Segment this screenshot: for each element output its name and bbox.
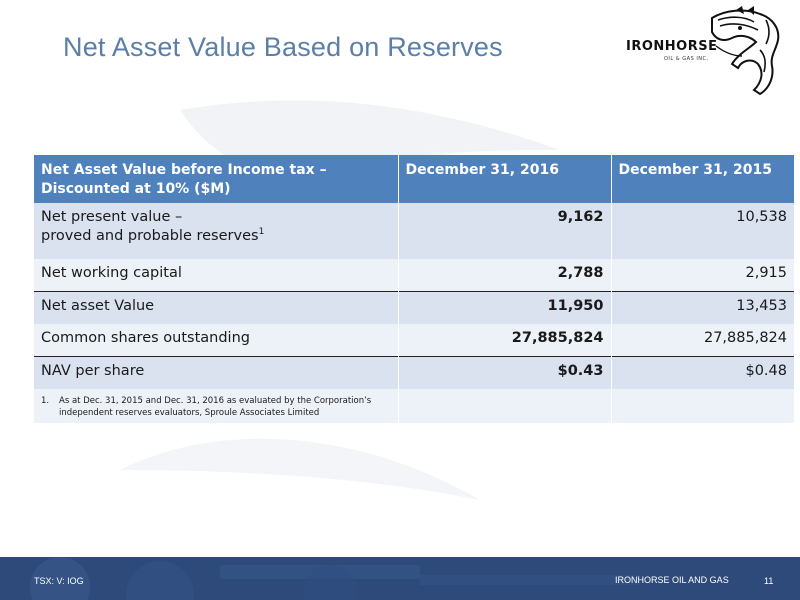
value-2016: 2,788 [398,259,612,292]
nav-table: Net Asset Value before Income tax – Disc… [34,155,794,423]
table-row: Common shares outstanding 27,885,824 27,… [34,324,794,357]
ironhorse-logo: IRONHORSE OIL & GAS INC. [620,6,792,100]
table-row: Net working capital 2,788 2,915 [34,259,794,292]
page-number: 11 [764,576,774,586]
row-label-line2: proved and probable reserves [41,228,259,244]
footer-company: IRONHORSE OIL AND GAS [615,575,729,585]
row-label: Common shares outstanding [34,324,399,357]
table-row: Net present value – proved and probable … [34,203,794,259]
header-2016: December 31, 2016 [398,155,612,203]
table-header-row: Net Asset Value before Income tax – Disc… [34,155,794,203]
value-2016: $0.43 [398,356,612,389]
row-label: Net asset Value [34,291,399,324]
horse-head-icon [711,6,780,96]
value-2016: 11,950 [398,291,612,324]
value-2016: 27,885,824 [398,324,612,357]
footer-bar: TSX: V: IOG IRONHORSE OIL AND GAS 11 [0,557,800,600]
footnote: 1. As at Dec. 31, 2015 and Dec. 31, 2016 … [34,389,399,423]
row-label: NAV per share [34,356,399,389]
footnote-marker: 1 [258,227,265,238]
footnote-number: 1. [41,396,50,406]
table-row: NAV per share $0.43 $0.48 [34,356,794,389]
table-row: Net asset Value 11,950 13,453 [34,291,794,324]
header-2015: December 31, 2015 [611,155,794,203]
value-2015: 27,885,824 [611,324,794,357]
value-2015: 10,538 [611,203,794,259]
slide-title: Net Asset Value Based on Reserves [63,32,503,62]
footnote-text: As at Dec. 31, 2015 and Dec. 31, 2016 as… [59,396,372,418]
value-2015: $0.48 [611,356,794,389]
row-label-line1: Net present value – [41,209,183,225]
footnote-empty-cell [611,389,794,423]
pipeline-background-icon [0,557,800,600]
footer-ticker: TSX: V: IOG [34,576,84,586]
logo-tagline: OIL & GAS INC. [664,56,709,62]
header-metric: Net Asset Value before Income tax – Disc… [34,155,399,203]
footnote-empty-cell [398,389,612,423]
logo-wordmark: IRONHORSE [626,39,718,54]
row-label: Net present value – proved and probable … [34,203,399,259]
value-2015: 2,915 [611,259,794,292]
footnote-row: 1. As at Dec. 31, 2015 and Dec. 31, 2016 … [34,389,794,423]
value-2015: 13,453 [611,291,794,324]
value-2016: 9,162 [398,203,612,259]
row-label: Net working capital [34,259,399,292]
